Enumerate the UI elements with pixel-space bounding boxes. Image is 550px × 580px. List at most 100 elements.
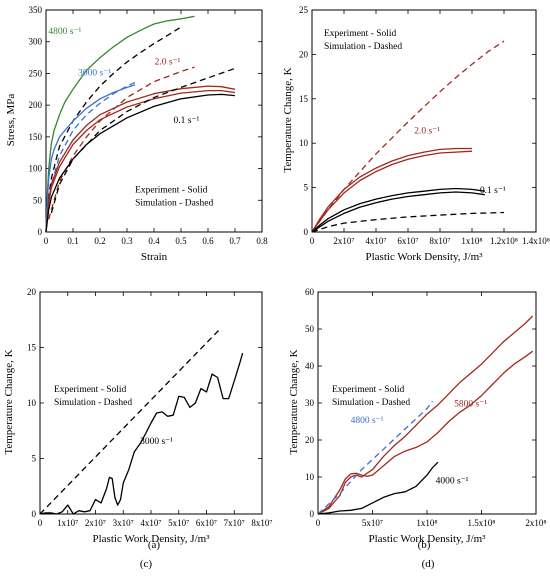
- x-tick-label: 0.3: [121, 236, 133, 246]
- x-tick-label: 0.1: [67, 236, 78, 246]
- legend-entry: Experiment - Solid: [135, 186, 208, 196]
- y-tick-label: 150: [29, 132, 43, 142]
- series-label: 0.1 s⁻¹: [480, 186, 506, 196]
- x-tick-label: 3x10⁷: [113, 518, 134, 528]
- x-tick-label: 1x10⁸: [416, 518, 437, 528]
- x-tick-label: 2x10⁷: [333, 236, 354, 246]
- y-tick-label: 40: [305, 361, 315, 371]
- series-line: [311, 211, 505, 233]
- y-tick-label: 10: [27, 398, 37, 408]
- y-tick-label: 10: [305, 472, 315, 482]
- x-tick-label: 8x10⁷: [429, 236, 450, 246]
- series-line: [317, 350, 534, 515]
- y-tick-label: 25: [299, 5, 309, 15]
- y-tick-label: 0: [310, 509, 315, 519]
- x-tick-label: 0.8: [256, 236, 268, 246]
- series-label: 3000 s⁻¹: [140, 437, 173, 447]
- x-tick-label: 1.5x10⁸: [468, 518, 496, 528]
- x-axis-label: Plastic Work Density, J/m³: [369, 533, 487, 545]
- series-line: [39, 352, 244, 515]
- series-line: [39, 328, 221, 515]
- series-label: 3000 s⁻¹: [78, 68, 111, 78]
- x-tick-label: 8x10⁷: [251, 518, 272, 528]
- x-tick-label: 4x10⁷: [140, 518, 161, 528]
- legend-entry: Experiment - Solid: [324, 29, 397, 39]
- x-tick-label: 5x10⁷: [168, 518, 189, 528]
- legend-entry: Simulation - Dashed: [324, 42, 402, 52]
- y-tick-label: 60: [305, 287, 315, 297]
- x-axis-label: Plastic Work Density, J/m³: [93, 533, 211, 545]
- y-tick-label: 30: [305, 398, 315, 408]
- panel-label: (c): [140, 558, 153, 570]
- x-tick-label: 7x10⁷: [224, 518, 245, 528]
- y-tick-label: 5: [304, 183, 309, 193]
- x-tick-label: 0.4: [148, 236, 160, 246]
- series-line: [45, 85, 236, 233]
- y-tick-label: 0: [304, 227, 309, 237]
- series-line: [45, 93, 236, 233]
- y-tick-label: 20: [299, 49, 309, 59]
- x-tick-label: 0.2: [94, 236, 105, 246]
- legend-entry: Experiment - Solid: [332, 385, 405, 395]
- x-axis-label: Plastic Work Density, J/m³: [366, 251, 484, 263]
- legend-entry: Experiment - Solid: [54, 385, 127, 395]
- x-tick-label: 1x10⁷: [57, 518, 78, 528]
- x-tick-label: 0.6: [202, 236, 214, 246]
- x-tick-label: 0: [316, 518, 321, 528]
- series-line: [50, 67, 236, 214]
- x-tick-label: 0: [44, 236, 49, 246]
- legend-entry: Simulation - Dashed: [332, 398, 410, 408]
- y-tick-label: 250: [29, 68, 43, 78]
- x-tick-label: 0.5: [175, 236, 187, 246]
- y-axis-label: Temperature Change, K: [288, 349, 300, 454]
- series-line: [311, 187, 485, 233]
- y-tick-label: 300: [29, 37, 43, 47]
- x-tick-label: 0: [310, 236, 315, 246]
- y-axis-label: Temperature Change, K: [3, 349, 15, 454]
- y-tick-label: 20: [305, 435, 315, 445]
- y-tick-label: 50: [305, 324, 315, 334]
- series-line: [46, 81, 136, 223]
- series-line: [317, 315, 534, 515]
- x-tick-label: 1.4x10⁸: [522, 236, 550, 246]
- y-tick-label: 200: [29, 100, 43, 110]
- y-tick-label: 50: [33, 195, 43, 205]
- series-line: [311, 150, 473, 233]
- x-tick-label: 0: [38, 518, 43, 528]
- series-line: [48, 66, 195, 220]
- series-label: 4800 s⁻¹: [351, 416, 384, 426]
- x-axis-label: Strain: [141, 251, 168, 263]
- panel-label: (a): [148, 539, 161, 551]
- series-line: [46, 26, 182, 220]
- x-tick-label: 2x10⁷: [85, 518, 106, 528]
- series-line: [317, 461, 439, 515]
- x-tick-label: 6x10⁷: [397, 236, 418, 246]
- y-tick-label: 15: [27, 343, 37, 353]
- plot-frame: [311, 9, 537, 233]
- x-tick-label: 5x10⁷: [362, 518, 383, 528]
- series-line: [45, 15, 195, 233]
- y-axis-label: Temperature Change, K: [282, 67, 294, 172]
- x-tick-label: 1x10⁸: [461, 236, 482, 246]
- y-tick-label: 10: [299, 138, 309, 148]
- chart-panel-4: 0 5x10⁷ 1x10⁸ 1.5x10⁸ 2x10⁸ 0 10 20 30 40 50 60 Plas…: [288, 287, 547, 570]
- series-label: 4800 s⁻¹: [48, 27, 81, 37]
- series-label: 2.0 s⁻¹: [414, 126, 440, 136]
- series-label: 0.1 s⁻¹: [173, 116, 199, 126]
- y-tick-label: 5: [32, 454, 37, 464]
- series-label: 5800 s⁻¹: [454, 400, 487, 410]
- x-tick-label: 6x10⁷: [196, 518, 217, 528]
- series-line: [317, 400, 433, 515]
- series-line: [45, 84, 136, 233]
- y-tick-label: 100: [29, 164, 43, 174]
- x-tick-label: 0.7: [229, 236, 241, 246]
- y-tick-label: 15: [299, 94, 309, 104]
- legend-entry: Simulation - Dashed: [54, 398, 132, 408]
- y-tick-label: 350: [29, 5, 43, 15]
- y-axis-label: Stress, MPa: [5, 94, 17, 147]
- series-label: 2.0 s⁻¹: [155, 58, 181, 68]
- y-tick-label: 20: [27, 287, 37, 297]
- chart-panel-1: 0 0.1 0.2 0.3 0.4 0.5 0.6 0.7 0.8 0 50 100 150 200 250…: [5, 5, 268, 551]
